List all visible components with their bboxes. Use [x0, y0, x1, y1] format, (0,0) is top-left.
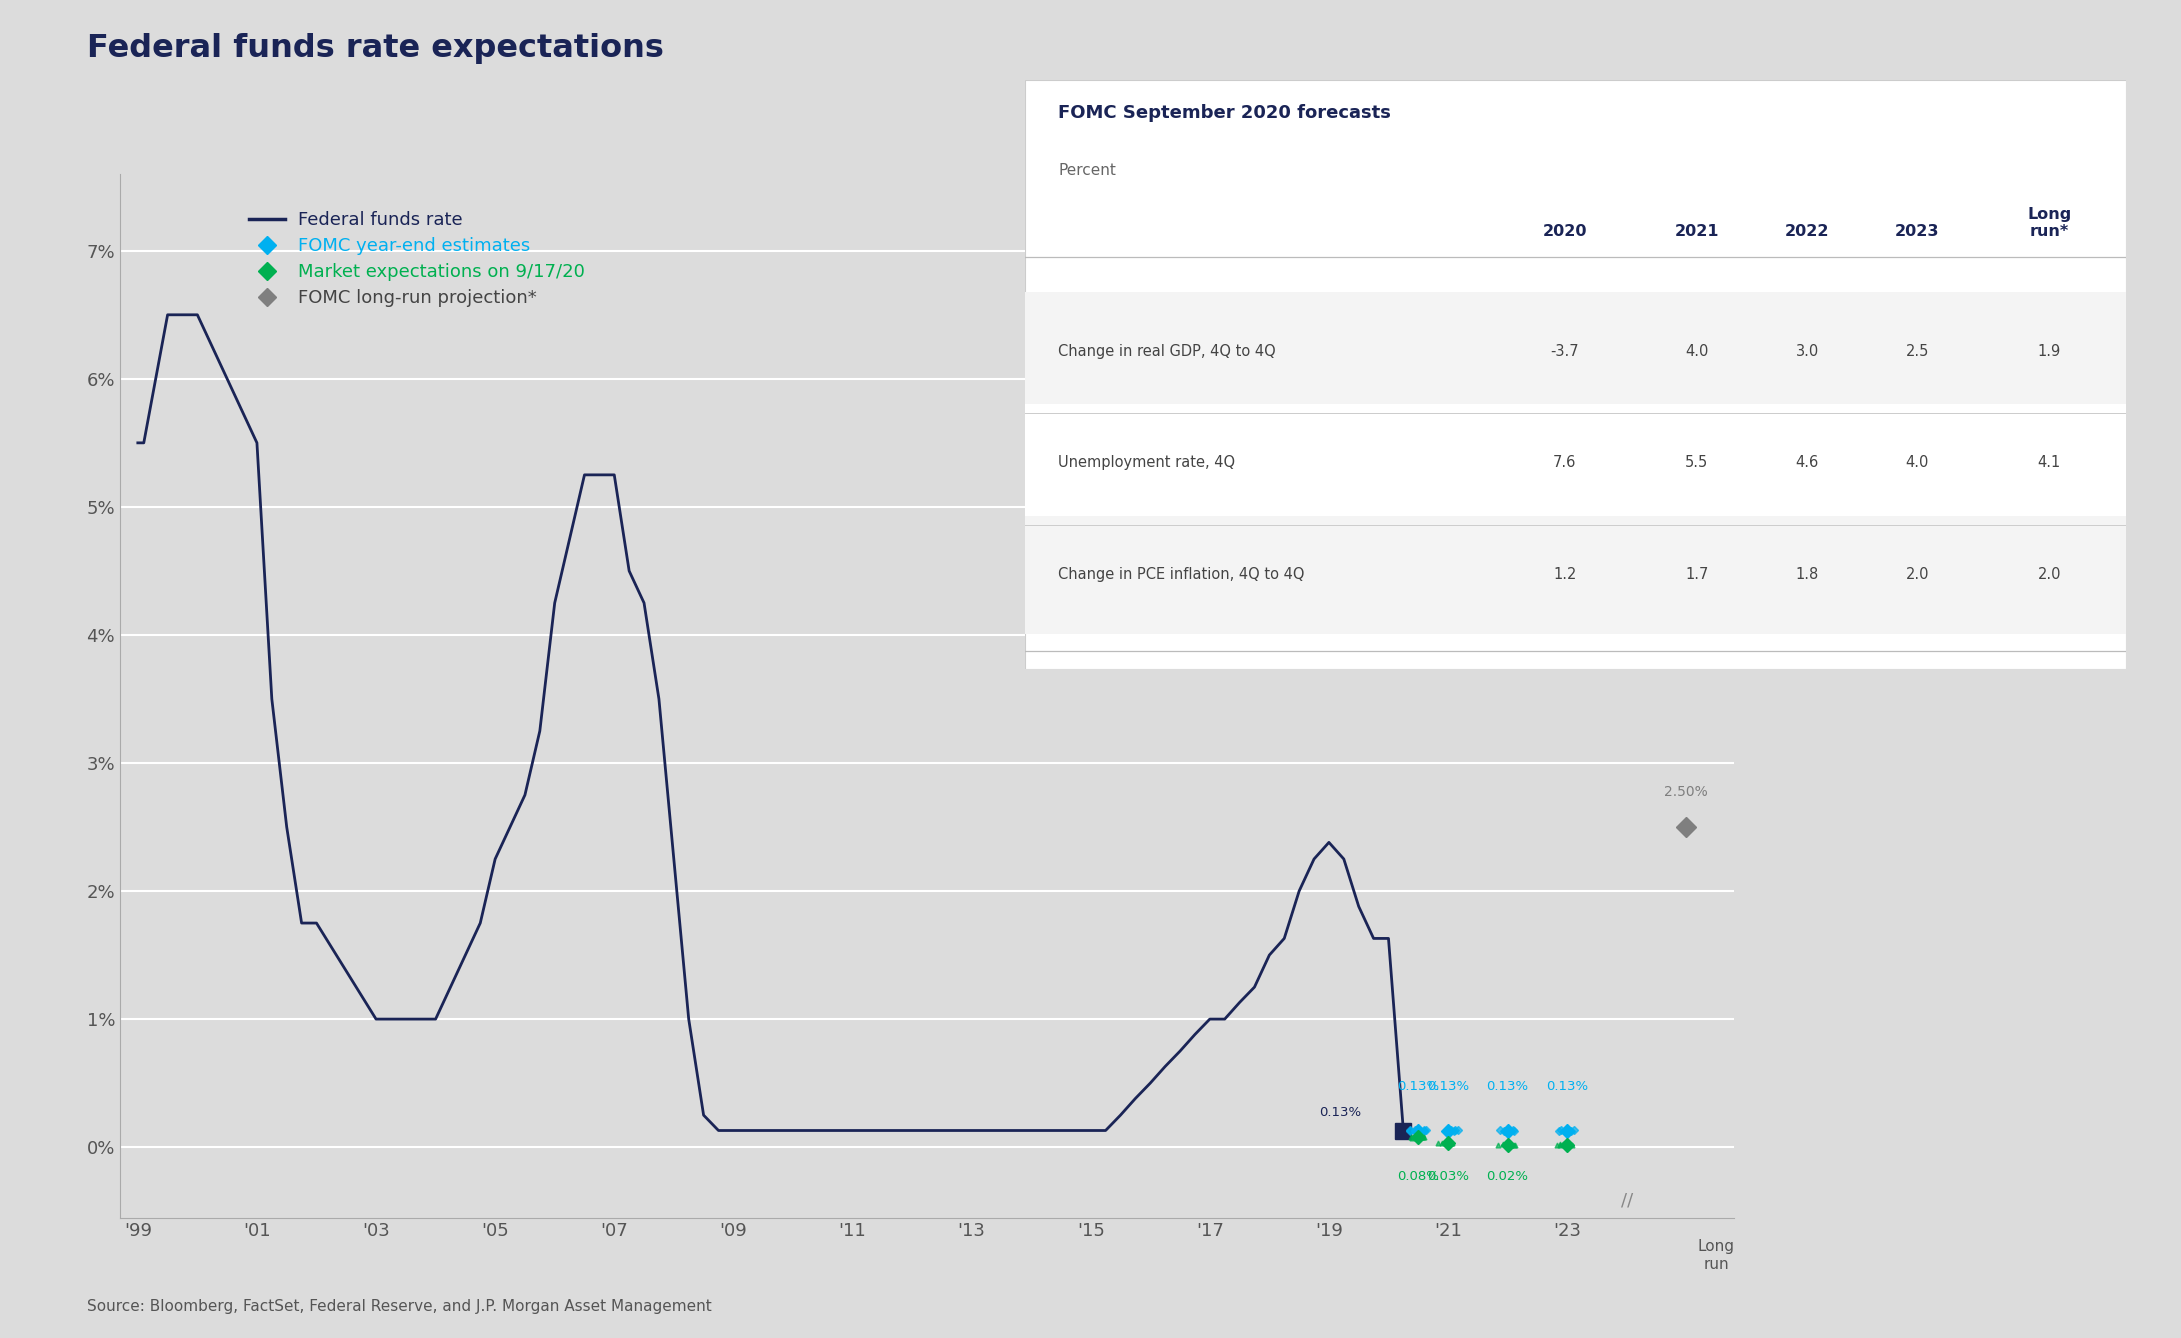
Text: 2020: 2020 — [1542, 225, 1588, 240]
Text: 4.6: 4.6 — [1795, 455, 1819, 471]
Text: FOMC September 2020 forecasts: FOMC September 2020 forecasts — [1058, 104, 1391, 122]
Text: Federal funds rate expectations: Federal funds rate expectations — [87, 33, 665, 64]
Text: 2022: 2022 — [1784, 225, 1830, 240]
Text: 1.7: 1.7 — [1686, 567, 1708, 582]
Text: Long
run: Long run — [1697, 1239, 1734, 1271]
Text: 0.13%: 0.13% — [1398, 1080, 1439, 1093]
Text: 2023: 2023 — [1895, 225, 1939, 240]
Text: 4.0: 4.0 — [1906, 455, 1928, 471]
Text: Unemployment rate, 4Q: Unemployment rate, 4Q — [1058, 455, 1234, 471]
Text: 1.8: 1.8 — [1795, 567, 1819, 582]
Text: Percent: Percent — [1058, 163, 1117, 178]
Text: Long
run*: Long run* — [2028, 207, 2072, 240]
Text: 0.13%: 0.13% — [1426, 1080, 1470, 1093]
Text: 2.0: 2.0 — [1906, 567, 1928, 582]
Text: 5.5: 5.5 — [1686, 455, 1708, 471]
Text: Change in PCE inflation, 4Q to 4Q: Change in PCE inflation, 4Q to 4Q — [1058, 567, 1304, 582]
Text: 0.13%: 0.13% — [1546, 1080, 1588, 1093]
Text: 2.5: 2.5 — [1906, 344, 1928, 359]
Text: 4.0: 4.0 — [1686, 344, 1708, 359]
Text: 0.13%: 0.13% — [1320, 1107, 1361, 1119]
Text: 2021: 2021 — [1675, 225, 1719, 240]
Text: 7.6: 7.6 — [1553, 455, 1577, 471]
Text: 1.9: 1.9 — [2037, 344, 2061, 359]
Legend: Federal funds rate, FOMC year-end estimates, Market expectations on 9/17/20, FOM: Federal funds rate, FOMC year-end estima… — [242, 203, 591, 314]
Text: 0.13%: 0.13% — [1487, 1080, 1529, 1093]
Text: 3.0: 3.0 — [1795, 344, 1819, 359]
Text: -3.7: -3.7 — [1551, 344, 1579, 359]
FancyBboxPatch shape — [1025, 80, 2126, 669]
Text: 1.2: 1.2 — [1553, 567, 1577, 582]
Text: 2.0: 2.0 — [2037, 567, 2061, 582]
Text: 0.08%: 0.08% — [1398, 1171, 1439, 1183]
Bar — [1025, 516, 2126, 634]
Text: 0.03%: 0.03% — [1426, 1171, 1470, 1183]
Bar — [1025, 292, 2126, 409]
Text: 2.50%: 2.50% — [1664, 785, 1708, 799]
Text: 4.1: 4.1 — [2037, 455, 2061, 471]
Text: 0.02%: 0.02% — [1487, 1171, 1529, 1183]
Text: Source: Bloomberg, FactSet, Federal Reserve, and J.P. Morgan Asset Management: Source: Bloomberg, FactSet, Federal Rese… — [87, 1299, 711, 1314]
Text: Change in real GDP, 4Q to 4Q: Change in real GDP, 4Q to 4Q — [1058, 344, 1276, 359]
Bar — [1025, 404, 2126, 522]
Text: //: // — [1620, 1192, 1634, 1210]
